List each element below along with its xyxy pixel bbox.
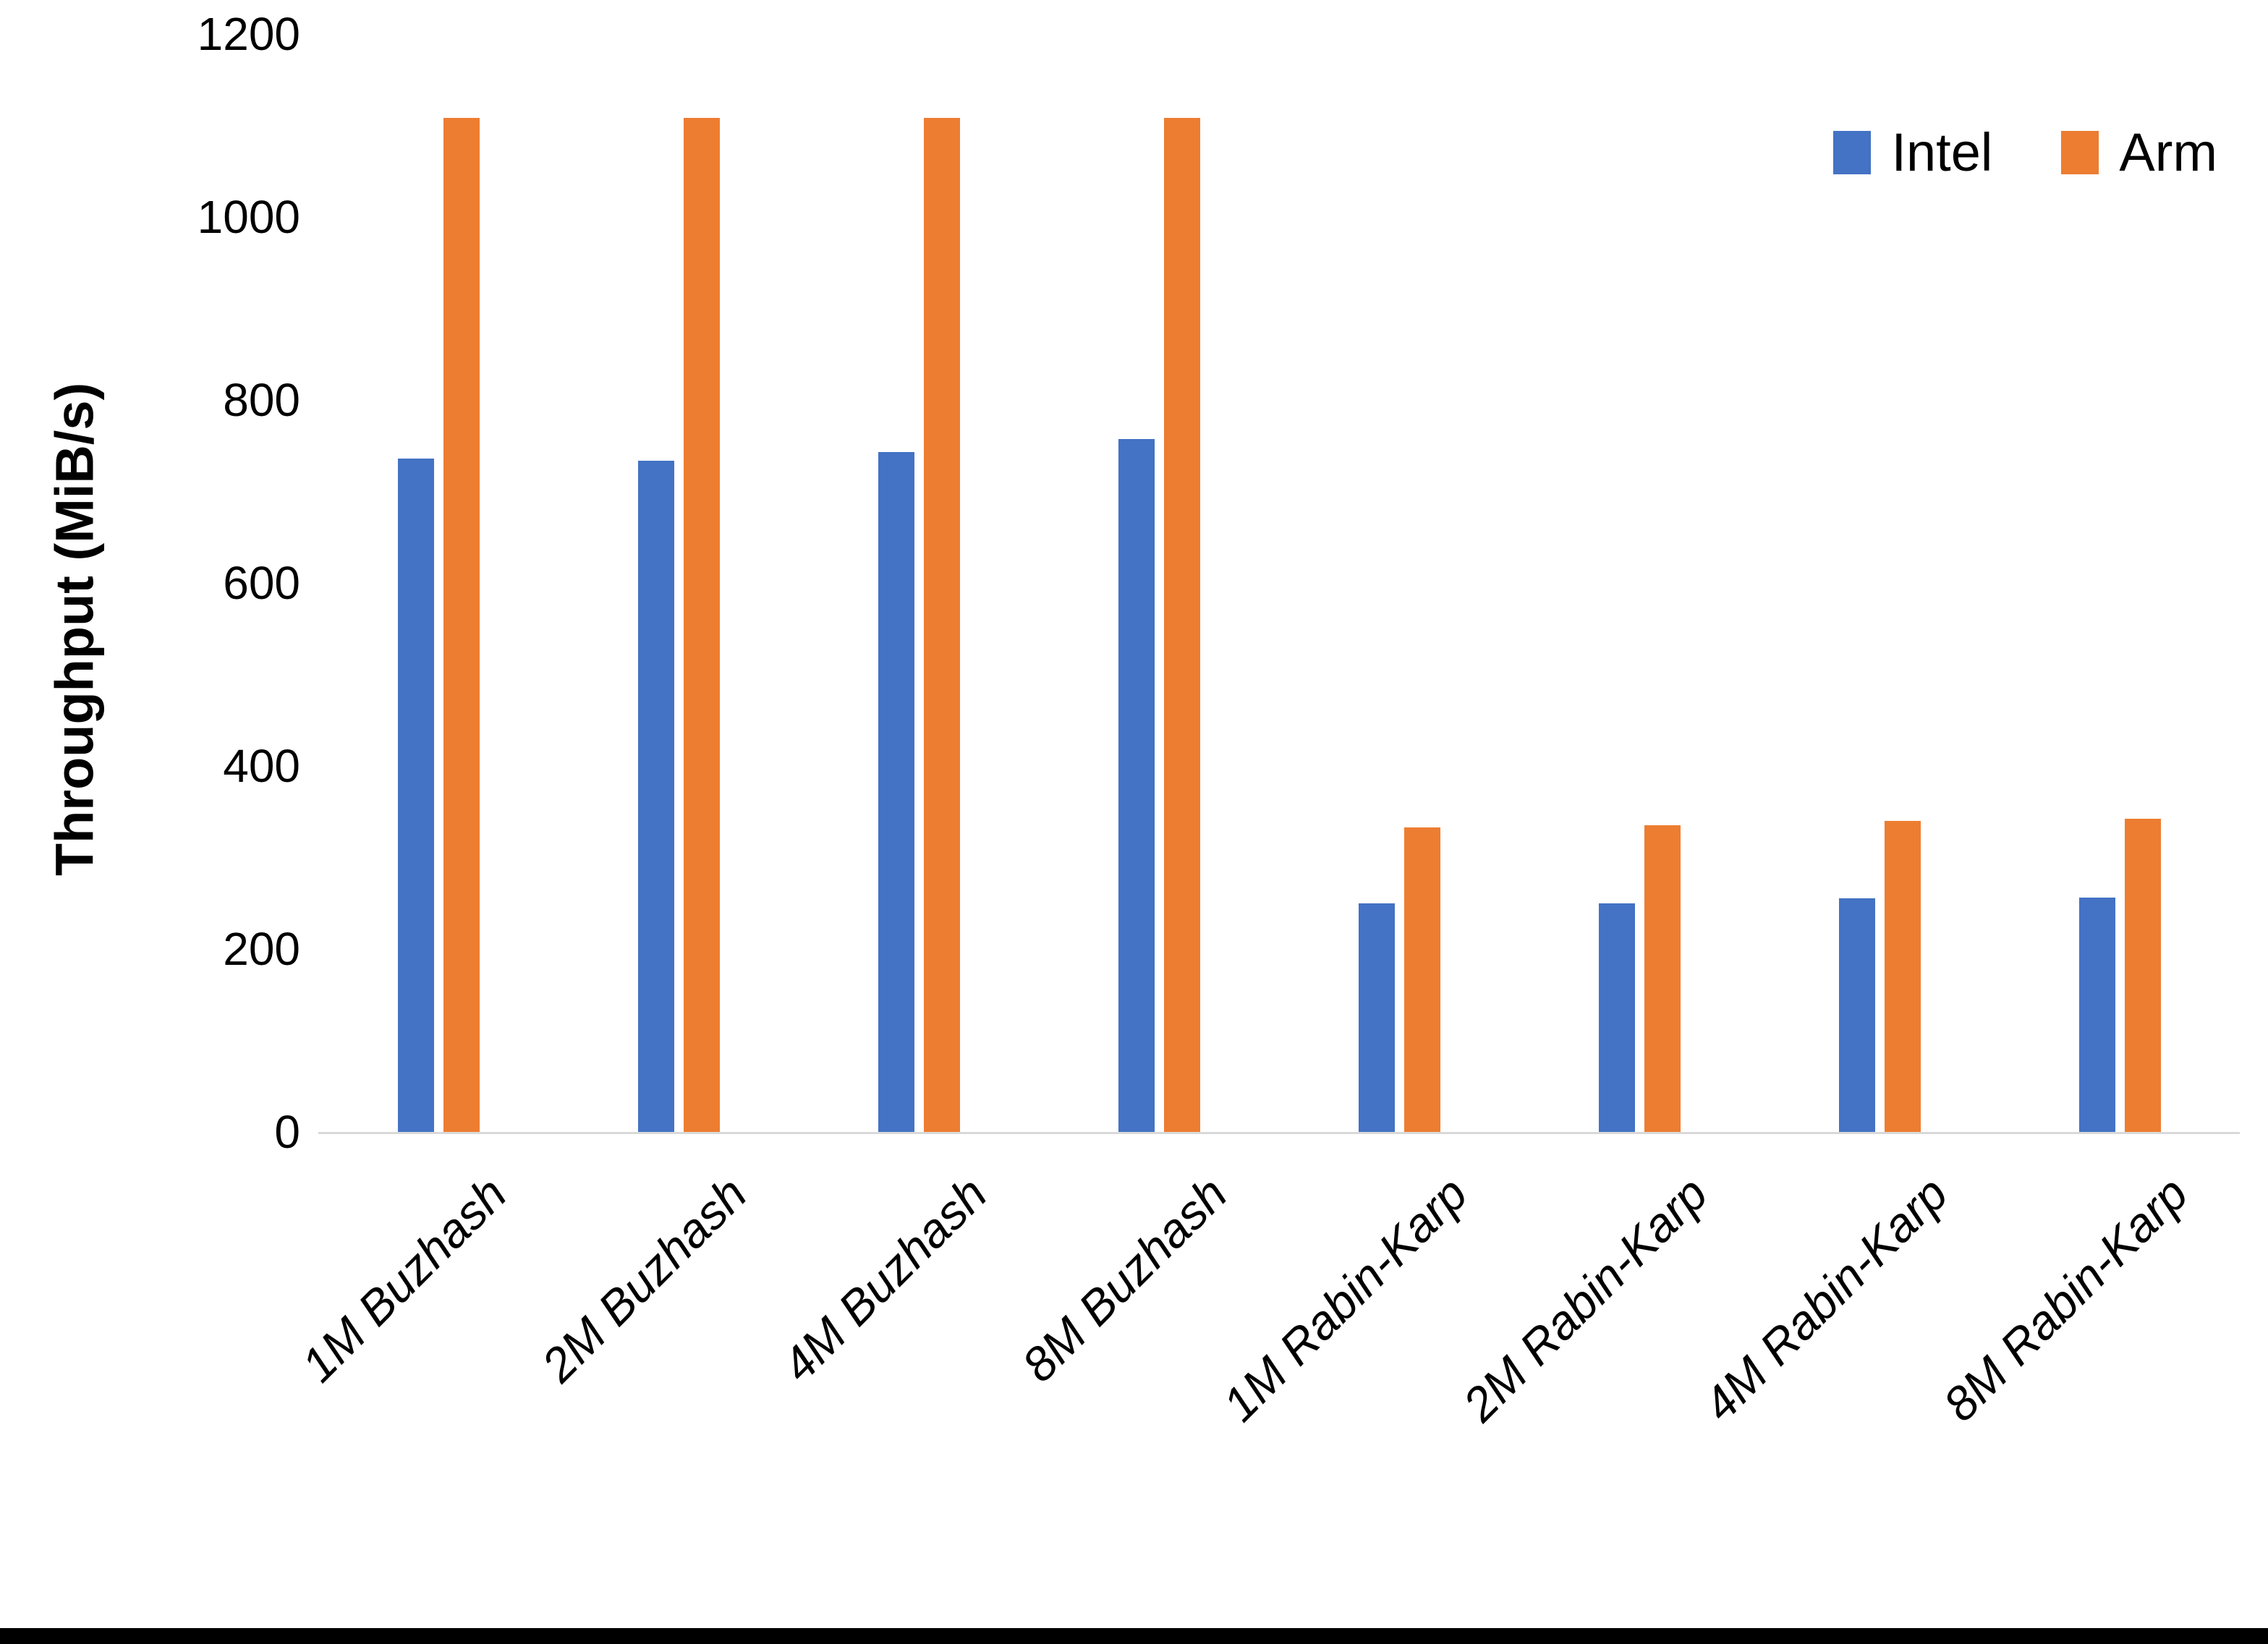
bar-intel-5 [1358,903,1395,1132]
bar-intel-3 [878,452,914,1132]
bar-intel-2 [637,460,674,1132]
bar-arm-1 [443,118,480,1132]
y-tick-label: 1200 [197,8,300,60]
bar-intel-8 [2078,898,2115,1132]
y-tick-label: 800 [223,374,300,426]
bar-arm-5 [1403,827,1440,1132]
x-category-label: 1M Rabin-Karp [1212,1166,1478,1431]
legend-swatch-icon [1833,130,1872,174]
y-tick-label: 0 [274,1106,300,1158]
bar-arm-2 [683,118,720,1132]
x-category-label: 2M Rabin-Karp [1452,1166,1718,1431]
x-category-label: 1M Buzhash [291,1166,517,1392]
bar-intel-1 [397,458,434,1132]
x-category-label: 4M Buzhash [771,1166,998,1392]
x-category-label: 8M Rabin-Karp [1932,1166,2199,1431]
legend-label: Arm [2119,122,2217,182]
legend-item-arm: Arm [2061,122,2217,183]
bottom-edge-strip [0,1628,2268,1644]
plot-area [318,34,2240,1132]
y-axis-title: Throughput (MiB/s) [44,382,105,877]
y-tick-label: 400 [223,740,300,792]
legend-item-intel: Intel [1833,122,1992,183]
y-tick-label: 600 [223,557,300,609]
x-category-label: 8M Buzhash [1011,1166,1238,1392]
x-category-label: 2M Buzhash [531,1166,757,1392]
bar-intel-4 [1118,439,1155,1132]
bar-arm-4 [1163,118,1200,1132]
legend-label: Intel [1891,122,1993,182]
bar-arm-8 [2124,819,2161,1132]
y-tick-label: 200 [223,923,300,975]
bar-intel-6 [1598,903,1635,1132]
bar-arm-7 [1884,820,1921,1132]
x-category-label: 4M Rabin-Karp [1692,1166,1958,1431]
x-axis-line [318,1132,2240,1134]
legend-swatch-icon [2061,130,2099,174]
y-tick-label: 1000 [197,191,300,243]
bar-arm-6 [1644,825,1681,1132]
bar-arm-3 [923,118,960,1132]
bar-intel-7 [1838,898,1875,1132]
chart-legend: Intel Arm [1833,122,2217,183]
